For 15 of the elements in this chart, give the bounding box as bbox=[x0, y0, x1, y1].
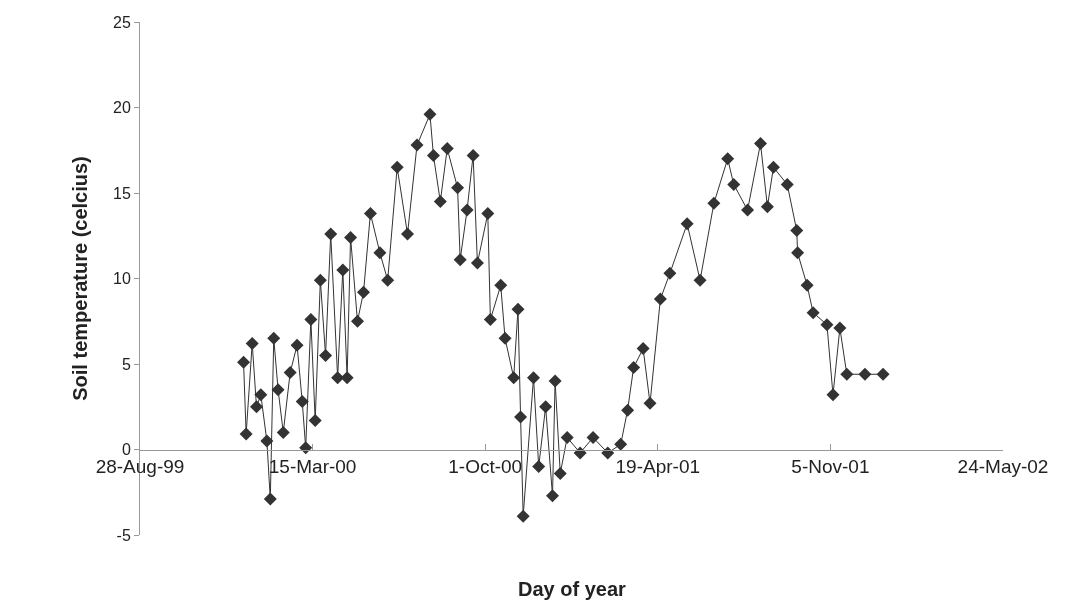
x-tick-label: 28-Aug-99 bbox=[95, 456, 185, 478]
x-tick-label: 5-Nov-01 bbox=[791, 456, 870, 478]
y-tick-label: 5 bbox=[121, 355, 131, 373]
y-tick-label: 0 bbox=[121, 441, 131, 459]
y-tick-label: 15 bbox=[113, 184, 131, 202]
y-tick-label: 20 bbox=[113, 99, 131, 117]
x-tick-label: 1-Oct-00 bbox=[448, 456, 523, 478]
y-tick-label: 25 bbox=[113, 13, 131, 31]
y-tick-label: 10 bbox=[113, 270, 131, 288]
x-tick-label: 15-Mar-00 bbox=[268, 456, 357, 478]
y-axis-title: Soil temperature (celcius) bbox=[68, 156, 91, 401]
x-tick-label: 24-May-02 bbox=[957, 456, 1049, 478]
x-axis-title: Day of year bbox=[518, 578, 627, 600]
y-tick-label: -5 bbox=[116, 526, 131, 544]
x-tick-label: 19-Apr-01 bbox=[615, 456, 701, 478]
